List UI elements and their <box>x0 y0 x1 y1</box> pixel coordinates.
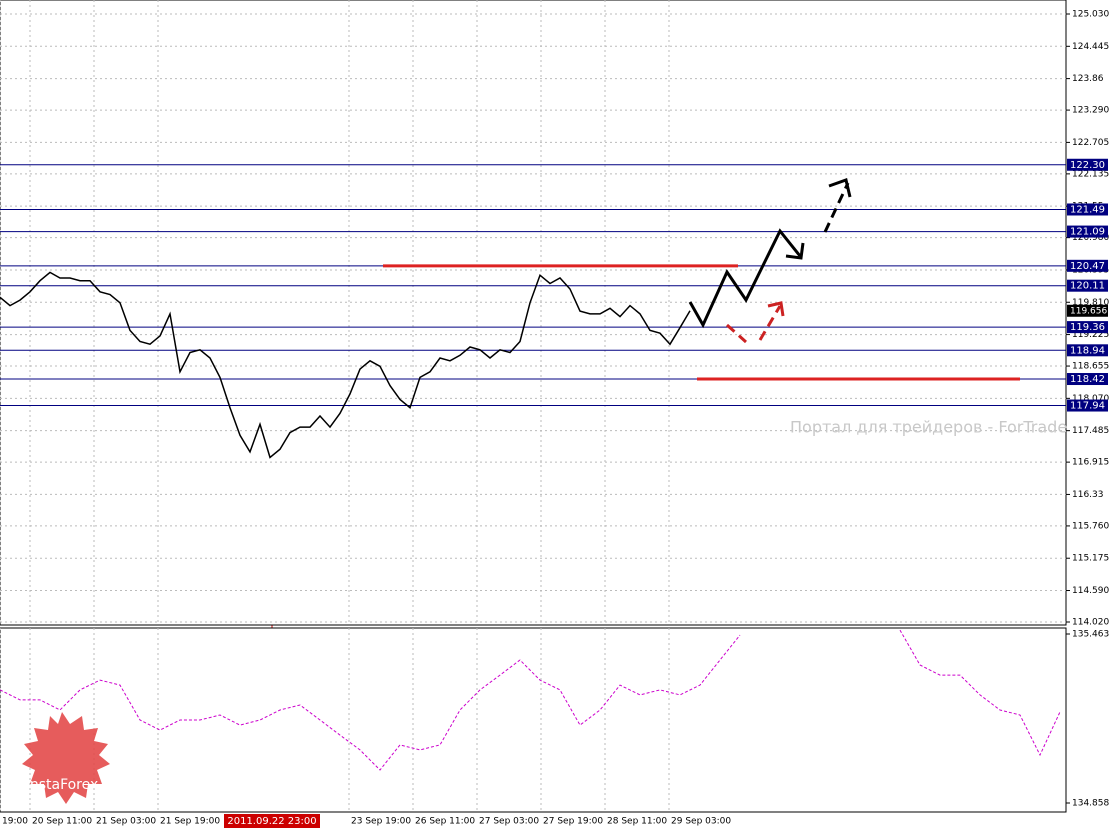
y-tick-label: 118.655 <box>1072 362 1109 372</box>
indicator-line <box>0 634 741 771</box>
watermark: Портал для трейдеров - ForTrade <box>790 418 1067 437</box>
level-box <box>1067 344 1108 357</box>
x-tick-label: 23 Sep 19:00 <box>351 817 411 827</box>
main-panel <box>0 0 1067 626</box>
arrow-head <box>767 301 785 317</box>
x-tick-label: 29 Sep 03:00 <box>671 817 731 827</box>
level-box <box>1067 399 1108 412</box>
level-box <box>1067 321 1108 334</box>
level-box <box>1067 259 1108 272</box>
y-tick-label: 114.020 <box>1072 618 1109 628</box>
level-box <box>1067 225 1108 238</box>
level-label: 121.49 <box>1070 204 1105 215</box>
indicator-line <box>899 629 1061 757</box>
level-label: 122.30 <box>1070 160 1105 171</box>
level-label: 118.42 <box>1070 374 1105 385</box>
price-line <box>0 271 691 459</box>
level-box <box>1067 158 1108 171</box>
logo-text: InstaForex <box>26 777 99 793</box>
logo: InstaForex <box>22 712 110 804</box>
y-tick-label: 115.760 <box>1072 521 1109 531</box>
x-tick-label: 27 Sep 19:00 <box>543 817 603 827</box>
logo-badge <box>22 712 110 804</box>
x-tick-label: 21 Sep 03:00 <box>96 817 156 827</box>
price-box <box>1067 304 1108 317</box>
forecast-dashed <box>823 182 850 233</box>
x-tick-label: 19:00 <box>2 817 28 827</box>
x-tick-label: 28 Sep 11:00 <box>607 817 667 827</box>
y-tick-label: 118.070 <box>1072 394 1109 404</box>
y-tick-label: 116.915 <box>1072 458 1109 468</box>
alt-forecast <box>758 305 782 341</box>
level-label: 120.11 <box>1070 281 1105 292</box>
price-label: 119.656 <box>1070 306 1107 316</box>
level-label: 117.94 <box>1070 401 1105 412</box>
level-label: 119.36 <box>1070 322 1105 333</box>
x-tick-label: 21 Sep 19:00 <box>160 817 220 827</box>
y-tick-label: 115.175 <box>1072 554 1109 564</box>
x-tick-label: 20 Sep 11:00 <box>32 817 92 827</box>
y-tick-label: 117.485 <box>1072 426 1109 436</box>
level-box <box>1067 373 1108 386</box>
crosshair-label: 2011.09.22 23:00 <box>227 816 316 827</box>
crosshair-box <box>224 814 320 828</box>
arrow-head <box>785 242 805 260</box>
y-tick-label: 124.445 <box>1072 42 1109 52</box>
y-tick-label: 123.290 <box>1072 106 1109 116</box>
y-tick-label: 134.858 <box>1072 799 1109 809</box>
y-tick-label: 119.810 <box>1072 298 1109 308</box>
x-tick-label: 27 Sep 03:00 <box>479 817 539 827</box>
level-label: 118.94 <box>1070 345 1105 356</box>
y-tick-label: 123.86 <box>1072 74 1104 84</box>
y-tick-label: 122.135 <box>1072 169 1109 179</box>
forecast-path <box>688 228 802 329</box>
level-label: 120.47 <box>1070 261 1105 272</box>
level-box <box>1067 279 1108 292</box>
arrow-head <box>828 178 852 198</box>
y-tick-label: 120.980 <box>1072 233 1109 243</box>
y-tick-label: 122.705 <box>1072 138 1109 148</box>
alt-forecast <box>725 323 748 344</box>
indicator-panel <box>0 627 1067 813</box>
y-tick-label: 116.33 <box>1072 490 1104 500</box>
level-label: 121.09 <box>1070 227 1105 238</box>
level-box <box>1067 203 1108 216</box>
y-tick-label: 135.463 <box>1072 630 1109 640</box>
y-tick-label: 119.225 <box>1072 330 1109 340</box>
y-tick-label: 114.590 <box>1072 586 1109 596</box>
x-tick-label: 26 Sep 11:00 <box>415 817 475 827</box>
forecast-arrows <box>688 178 852 344</box>
y-tick-label: 125.030 <box>1072 10 1109 20</box>
